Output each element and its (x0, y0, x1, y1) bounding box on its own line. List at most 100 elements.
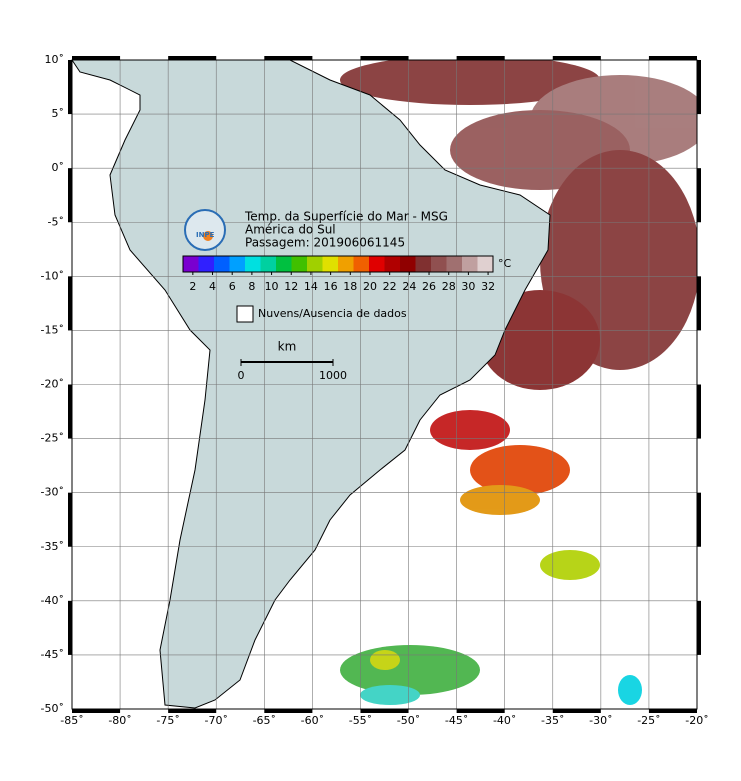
lon-tick-label: -60˚ (301, 714, 324, 727)
border-segment (68, 384, 72, 439)
colorbar-segment (291, 256, 308, 272)
map-area (72, 60, 697, 709)
border-segment (648, 56, 697, 60)
sst-patch (340, 645, 480, 695)
colorbar-tick-label: 6 (229, 280, 236, 293)
lon-tick-label: -55˚ (349, 714, 372, 727)
lat-tick-label: 10˚ (45, 53, 65, 66)
lat-tick-label: -45˚ (41, 648, 64, 661)
lat-tick-label: -35˚ (41, 540, 64, 553)
logo-dot (203, 231, 213, 241)
lat-tick-label: -5˚ (48, 215, 64, 228)
colorbar-tick-label: 20 (363, 280, 377, 293)
colorbar-segment (307, 256, 323, 272)
lon-tick-label: -75˚ (156, 714, 179, 727)
title-line: América do Sul (245, 223, 336, 237)
border-segment (360, 709, 409, 713)
colorbar-segment (369, 256, 385, 272)
colorbar-segment (400, 256, 416, 272)
border-segment (264, 709, 313, 713)
colorbar-segment (183, 256, 199, 272)
colorbar-tick-label: 32 (481, 280, 495, 293)
border-segment (68, 600, 72, 655)
title-line: Temp. da Superfície do Mar - MSG (244, 210, 448, 224)
colorbar: 2 4 6 8 10 12 14 16 18 20 22 24 26 28 30 32 (182, 255, 495, 293)
colorbar-segment (338, 256, 354, 272)
lon-tick-label: -65˚ (253, 714, 276, 727)
graticule (72, 60, 697, 709)
border-segment (697, 276, 701, 331)
lat-tick-label: -25˚ (41, 432, 64, 445)
colorbar-tick-label: 14 (304, 280, 318, 293)
sst-patch (340, 60, 600, 105)
map-border (68, 56, 701, 713)
colorbar-tick-label: 16 (324, 280, 338, 293)
sst-patch (370, 650, 400, 670)
lon-tick-label: -35˚ (541, 714, 564, 727)
sst-patch (540, 550, 600, 580)
border-segment (68, 276, 72, 331)
colorbar-frame (182, 255, 494, 273)
border-segment (72, 56, 121, 60)
border-segment (456, 709, 505, 713)
colorbar-tick-label: 26 (422, 280, 436, 293)
sst-patch (460, 485, 540, 515)
lon-tick-label: -80˚ (108, 714, 131, 727)
axes: -85˚ -80˚ -75˚ -70˚ -65˚ -60˚ -55˚ -50˚ -45˚ -40˚… (41, 53, 709, 727)
colorbar-tick-label: 28 (442, 280, 456, 293)
border-segment (68, 492, 72, 547)
title-line: Passagem: 201906061145 (245, 236, 405, 250)
lat-tick-label: 5˚ (52, 107, 65, 120)
colorbar-segment (214, 256, 230, 272)
logo-circle (184, 209, 226, 251)
lat-tick-label: -40˚ (41, 594, 64, 607)
colorbar-tick-label: 30 (461, 280, 475, 293)
colorbar-tick-label: 4 (209, 280, 216, 293)
lat-tick-label: -10˚ (41, 269, 64, 282)
lat-tick-label: -30˚ (41, 486, 64, 499)
colorbar-segment (245, 256, 261, 272)
colorbar-segment (431, 256, 447, 272)
lat-tick-label: -20˚ (41, 378, 64, 391)
logo-text: INPE (196, 231, 215, 239)
scale-tick-label: 0 (238, 369, 245, 382)
border-segment (697, 600, 701, 655)
sst-patch (618, 675, 642, 705)
lon-tick-label: -45˚ (445, 714, 468, 727)
border-segment (68, 60, 72, 115)
border-segment (697, 492, 701, 547)
lon-tick-label: -85˚ (60, 714, 83, 727)
colorbar-segment (446, 256, 463, 272)
colorbar-tick-label: 10 (265, 280, 279, 293)
border-segment (552, 709, 601, 713)
colorbar-segment (322, 256, 339, 272)
colorbar-segment (462, 256, 478, 272)
colorbar-segment (384, 256, 401, 272)
border-segment (264, 56, 313, 60)
scale-bar: km 0 1000 (238, 340, 348, 383)
colorbar-tick-label: 18 (343, 280, 357, 293)
colorbar-segment (415, 256, 432, 272)
border-segment (168, 709, 217, 713)
lat-tick-label: 0˚ (52, 161, 65, 174)
colorbar-tick-label: 24 (402, 280, 416, 293)
colorbar-segment (260, 256, 277, 272)
scale-title: km (278, 340, 297, 354)
colorbar-segment (276, 256, 292, 272)
colorbar-segment (353, 256, 370, 272)
border-segment (68, 168, 72, 223)
border-segment (456, 56, 505, 60)
border-segment (697, 60, 701, 115)
colorbar-segment (198, 256, 215, 272)
colorbar-segment (477, 256, 494, 272)
scale-tick-label: 1000 (319, 369, 347, 382)
colorbar-tick-label: 12 (284, 280, 298, 293)
legend-swatch (236, 305, 254, 323)
legend-label: Nuvens/Ausencia de dados (258, 307, 407, 320)
lon-tick-label: -25˚ (637, 714, 660, 727)
colorbar-tick-label: 2 (189, 280, 196, 293)
colorbar-unit: °C (498, 257, 512, 270)
sst-patch (430, 410, 510, 450)
border-segment (648, 709, 697, 713)
